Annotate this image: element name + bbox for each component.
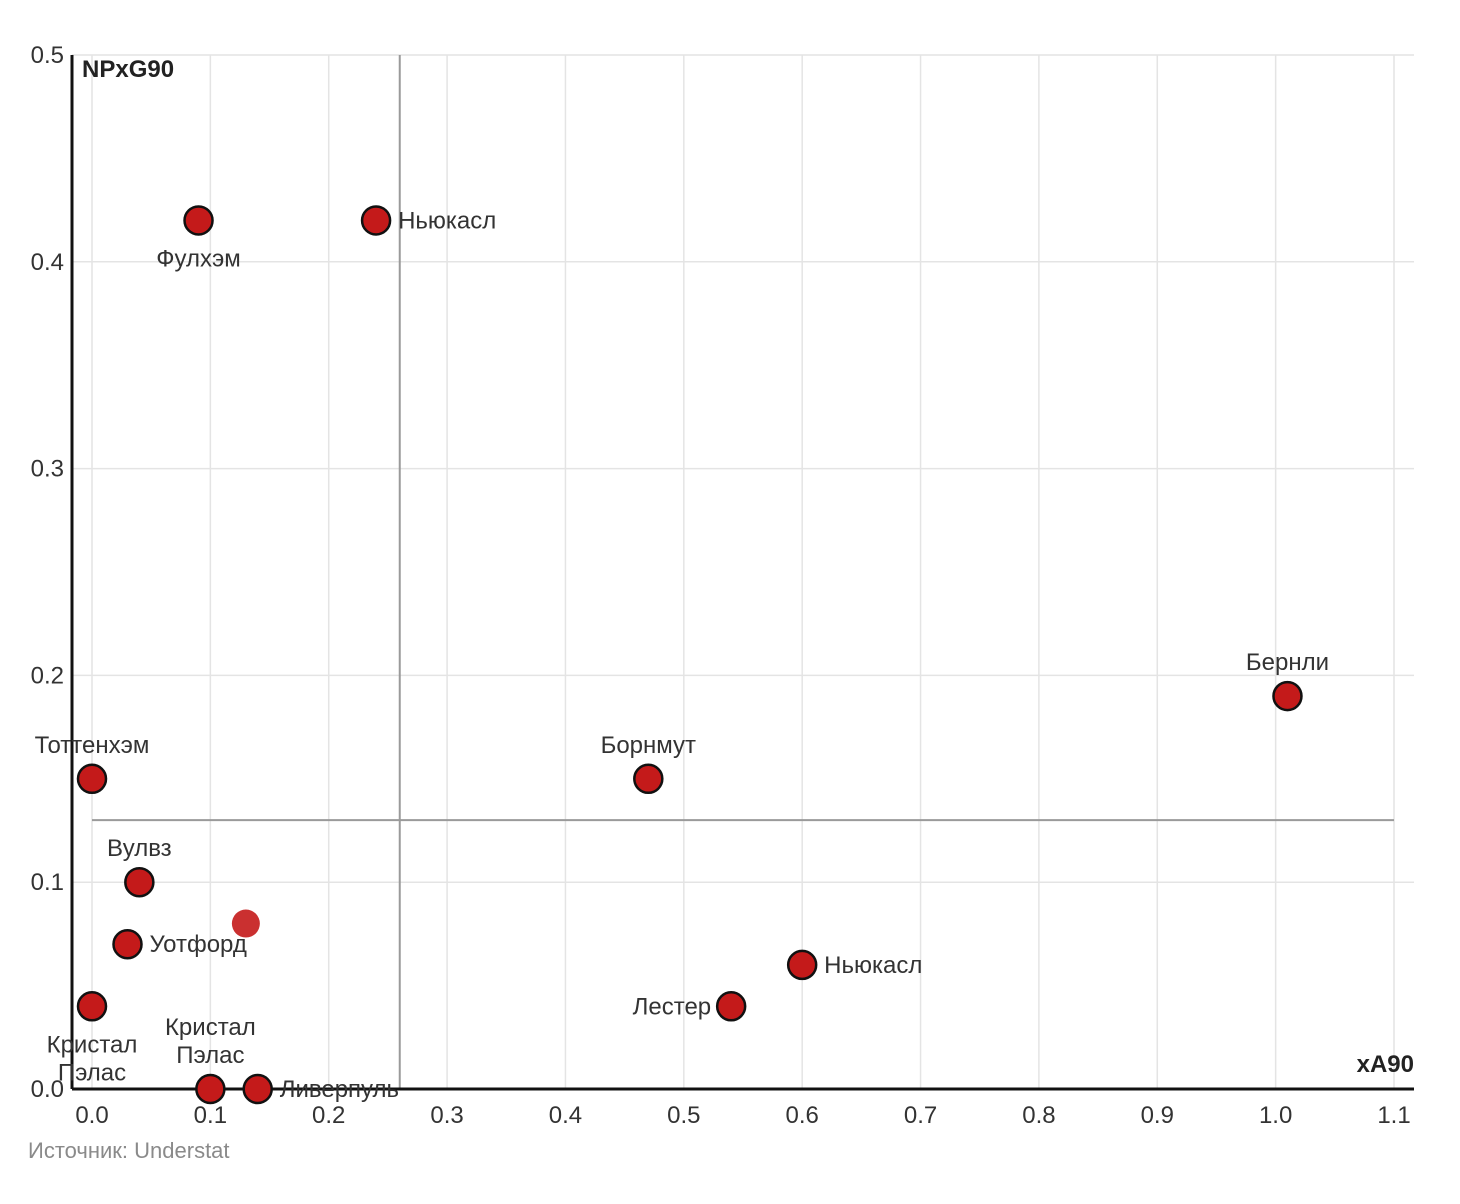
y-tick-label: 0.4	[31, 249, 64, 276]
tick-labels: 0.0 0.1 0.2 0.3 0.4 0.5 0.6 0.7 0.8 0.9 1.0 1.1 0.0 0…	[31, 42, 1411, 1129]
x-tick-label: 0.6	[785, 1102, 818, 1129]
point-label: Ньюкасл	[824, 952, 922, 979]
data-point	[195, 1073, 226, 1105]
y-tick-label: 0.2	[31, 662, 64, 689]
point-label: Бернли	[1246, 649, 1329, 676]
data-point	[124, 866, 155, 898]
x-tick-label: 0.5	[667, 1102, 700, 1129]
x-tick-label: 0.3	[430, 1102, 463, 1129]
x-axis-title: xA90	[1357, 1051, 1414, 1078]
point-labels: Фулхэм Ньюкасл Бернли Тоттенхэм Борнмут Вулвз…	[35, 207, 1329, 1103]
x-tick-label: 0.7	[904, 1102, 937, 1129]
y-tick-label: 0.1	[31, 869, 64, 896]
x-tick-label: 0.2	[312, 1102, 345, 1129]
point-label: Фулхэм	[156, 245, 240, 272]
point-label: Кристал Пэлас	[47, 1031, 138, 1086]
data-point	[360, 205, 392, 236]
x-tick-label: 1.1	[1377, 1102, 1410, 1129]
reference-lines	[92, 55, 1394, 1089]
data-point	[231, 909, 260, 938]
axes	[70, 55, 1414, 1091]
data-point	[633, 763, 664, 795]
point-label: Лестер	[633, 993, 712, 1020]
x-tick-label: 0.0	[75, 1102, 108, 1129]
data-point	[76, 763, 108, 795]
x-tick-label: 0.1	[194, 1102, 227, 1129]
source-note: Источник: Understat	[28, 1138, 230, 1163]
data-point	[112, 928, 143, 960]
data-point	[786, 949, 818, 981]
point-label: Тоттенхэм	[35, 732, 150, 759]
y-tick-label: 0.5	[31, 42, 64, 69]
x-tick-label: 0.8	[1022, 1102, 1055, 1129]
y-tick-label: 0.0	[31, 1076, 64, 1103]
grid	[72, 54, 1414, 1090]
point-label: Вулвз	[107, 835, 172, 862]
data-point	[183, 205, 214, 236]
point-label: Ньюкасл	[398, 207, 496, 234]
data-point	[242, 1073, 273, 1105]
x-tick-label: 0.9	[1141, 1102, 1174, 1129]
data-point	[76, 991, 108, 1022]
y-axis-title: NPxG90	[82, 56, 174, 83]
x-tick-label: 1.0	[1259, 1102, 1292, 1129]
data-points	[76, 205, 1303, 1105]
x-tick-label: 0.4	[549, 1102, 582, 1129]
data-point	[715, 991, 747, 1022]
data-point	[1272, 680, 1303, 712]
point-label: Ливерпуль	[280, 1076, 399, 1103]
point-label: Кристал Пэлас	[165, 1014, 256, 1069]
point-label: Борнмут	[601, 732, 696, 759]
y-tick-label: 0.3	[31, 456, 64, 483]
point-label: Уотфорд	[150, 931, 247, 958]
